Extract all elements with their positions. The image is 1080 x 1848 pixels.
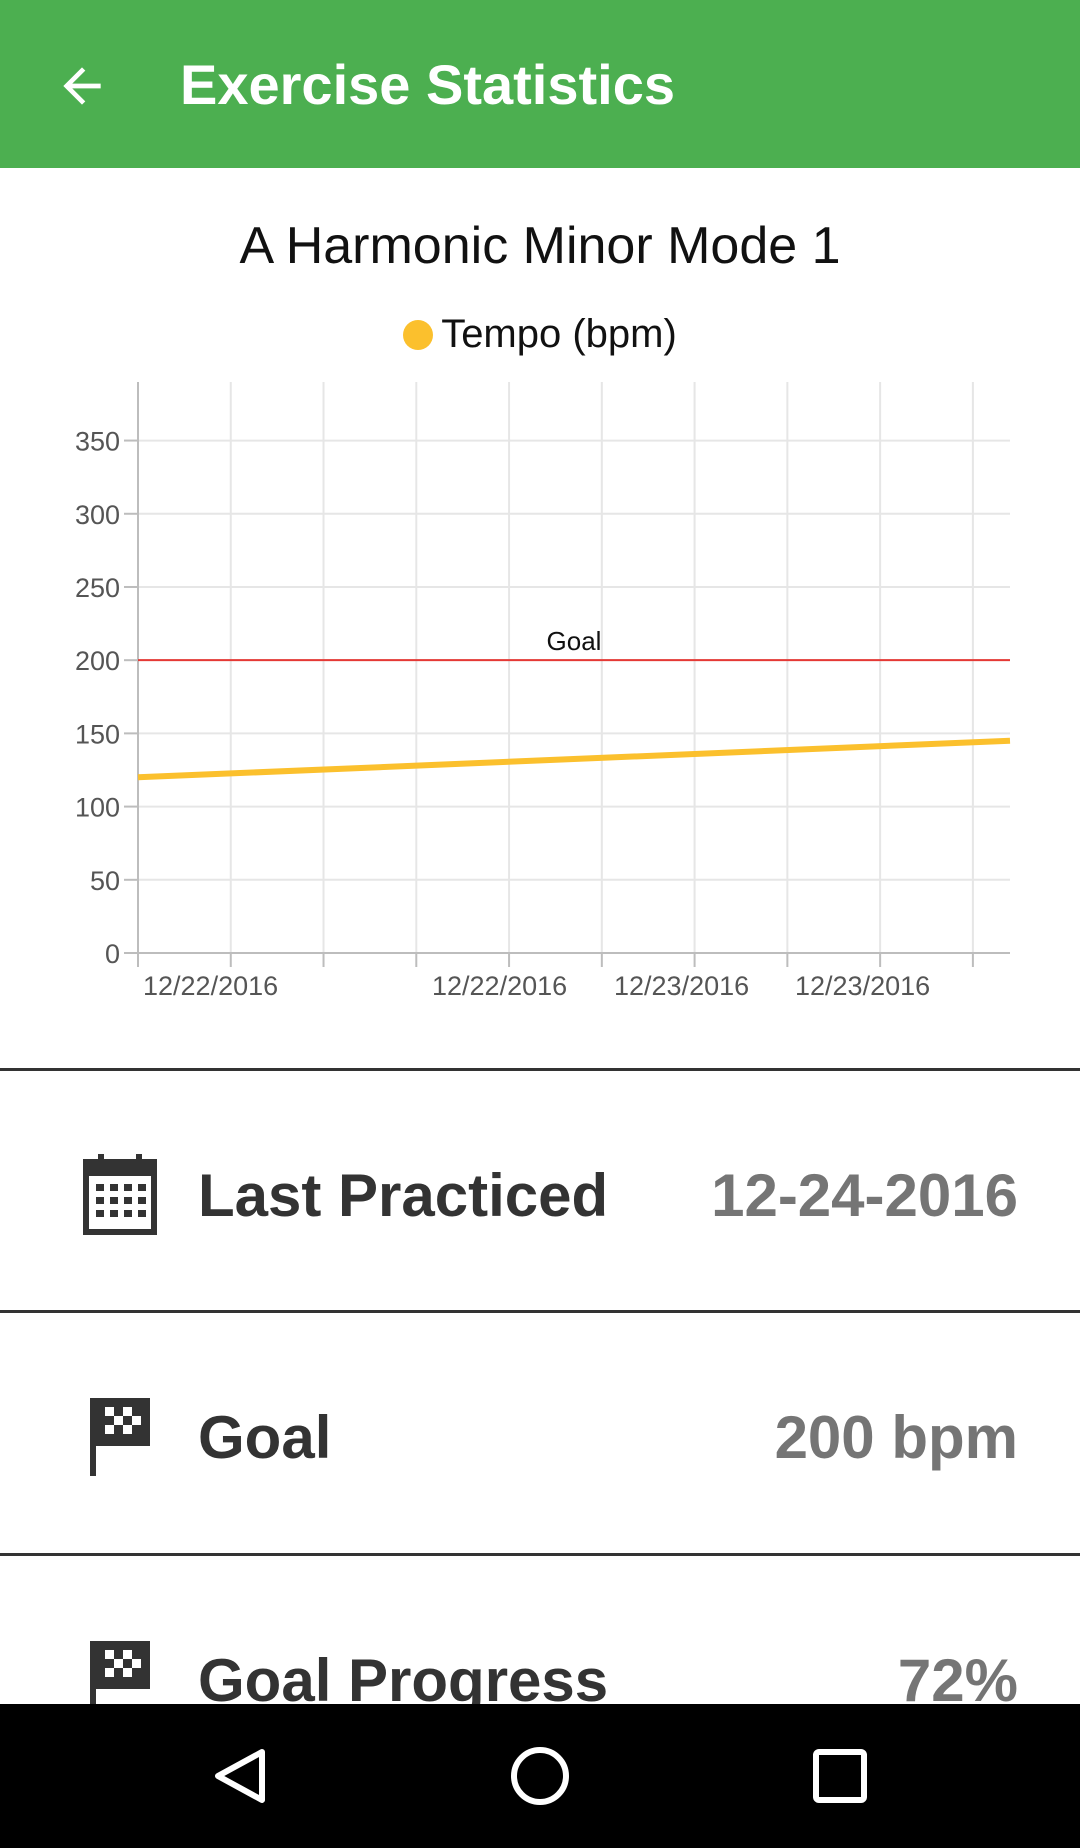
chart-title: A Harmonic Minor Mode 1 [239, 217, 841, 275]
checkered-flag-icon [90, 1641, 150, 1719]
x-tick-label: 12/23/2016 [614, 971, 749, 1001]
goal-progress-label: Goal Progress [198, 1647, 609, 1714]
y-tick-label: 300 [75, 500, 120, 530]
y-tick-label: 0 [105, 939, 120, 969]
last-practiced-row[interactable]: Last Practiced 12-24-2016 [0, 1072, 1080, 1312]
calendar-icon [83, 1154, 157, 1235]
y-tick-label: 250 [75, 573, 120, 603]
y-tick-label: 50 [90, 866, 120, 896]
divider [0, 1310, 1080, 1313]
y-tick-label: 350 [75, 427, 120, 457]
goal-progress-row[interactable]: Goal Progress 72% [0, 1557, 1080, 1797]
legend-swatch [403, 319, 434, 350]
y-tick-label: 150 [75, 719, 120, 749]
last-practiced-label: Last Practiced [198, 1162, 609, 1229]
x-tick-label: 12/23/2016 [795, 971, 930, 1001]
goal-label: Goal [198, 1404, 332, 1471]
app-bar: Exercise Statistics [0, 0, 1080, 168]
nav-recents-button[interactable] [780, 1728, 900, 1824]
goal-progress-value: 72% [897, 1647, 1018, 1714]
page-title: Exercise Statistics [180, 53, 675, 116]
nav-home-button[interactable] [480, 1728, 600, 1824]
legend-label: Tempo (bpm) [441, 312, 677, 356]
checkered-flag-icon [90, 1398, 150, 1476]
divider [0, 1553, 1080, 1556]
nav-back-button[interactable] [180, 1728, 300, 1824]
nav-recents-icon [813, 1749, 867, 1803]
x-tick-label: 12/22/2016 [432, 971, 567, 1001]
tempo-series-line [137, 737, 1011, 781]
chart-legend: Tempo (bpm) [0, 312, 1080, 357]
back-button[interactable] [40, 44, 124, 128]
x-tick-label: 12/22/2016 [143, 971, 278, 1001]
last-practiced-value: 12-24-2016 [711, 1162, 1018, 1229]
system-nav-bar [0, 1704, 1080, 1848]
nav-back-icon [215, 1749, 265, 1803]
arrow-left-icon [63, 67, 101, 105]
divider [0, 1068, 1080, 1071]
y-tick-label: 100 [75, 793, 120, 823]
tempo-chart: 0 50 100 150 200 250 300 350 12/22/2016 12/22/201… [75, 382, 1011, 1001]
nav-home-icon [511, 1747, 569, 1805]
goal-row[interactable]: Goal 200 bpm [0, 1314, 1080, 1554]
goal-value: 200 bpm [774, 1404, 1018, 1471]
goal-line-label: Goal [547, 626, 602, 656]
y-tick-label: 200 [75, 646, 120, 676]
